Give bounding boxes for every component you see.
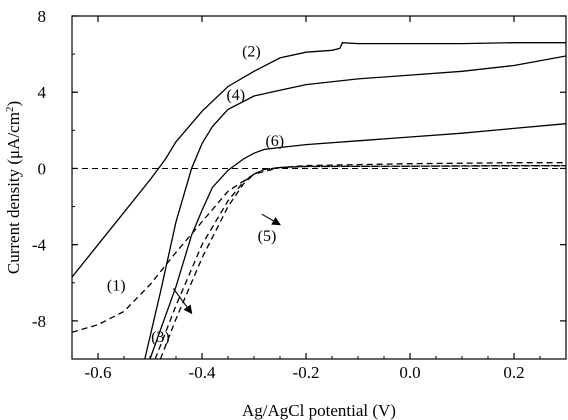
y-tick-label: 4 bbox=[38, 83, 47, 102]
y-axis-title-post: ) bbox=[4, 101, 23, 107]
curve-label-6: (6) bbox=[265, 133, 284, 150]
y-tick-label: -8 bbox=[32, 312, 46, 331]
series-line-5 bbox=[159, 165, 566, 359]
x-axis-title: Ag/AgCl potential (V) bbox=[242, 401, 396, 420]
series-line-2 bbox=[72, 42, 566, 278]
x-tick-label: -0.2 bbox=[293, 363, 320, 382]
y-tick-label: -4 bbox=[32, 236, 47, 255]
series-line-3 bbox=[154, 164, 566, 359]
curve-label-1: (1) bbox=[107, 278, 126, 295]
x-tick-label: -0.4 bbox=[189, 363, 216, 382]
annotation-arrow-2 bbox=[172, 288, 193, 315]
series-line-6 bbox=[149, 123, 566, 359]
plot-frame bbox=[71, 15, 567, 360]
x-tick-label: -0.6 bbox=[85, 363, 112, 382]
y-axis-title: Current density (μA/cm2) bbox=[4, 101, 23, 274]
series-line-4 bbox=[144, 55, 566, 359]
curve-label-4: (4) bbox=[226, 87, 245, 104]
curve-label-5: (5) bbox=[258, 228, 277, 245]
axis-ticks-group: -0.6 -0.4 -0.2 0.0 0.2 -8 -4 0 4 8 bbox=[32, 7, 567, 382]
annotation-arrow-1 bbox=[261, 213, 281, 226]
curve-label-3: (3) bbox=[151, 329, 170, 346]
y-axis-title-sup: 2 bbox=[4, 107, 16, 113]
x-tick-label: 0.0 bbox=[399, 363, 420, 382]
x-tick-label: 0.2 bbox=[503, 363, 524, 382]
plot-series-group bbox=[72, 42, 566, 359]
y-tick-label: 8 bbox=[38, 7, 47, 26]
y-axis-title-mu: μ bbox=[4, 150, 23, 159]
curve-label-2: (2) bbox=[242, 43, 261, 60]
y-tick-label: 0 bbox=[38, 159, 47, 178]
curve-labels-group: (1) (2) (3) (4) (5) (6) bbox=[107, 43, 284, 346]
series-line-1 bbox=[72, 162, 566, 333]
y-axis-title-unit: A/cm bbox=[4, 112, 23, 150]
y-axis-title-pre: Current density ( bbox=[4, 159, 23, 275]
